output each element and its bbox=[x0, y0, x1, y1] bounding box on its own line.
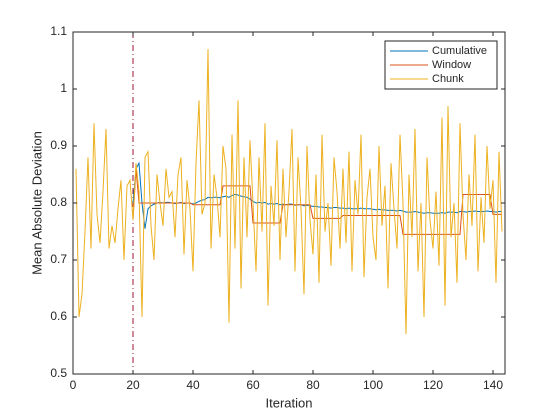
x-tick-label: 20 bbox=[126, 378, 140, 392]
y-tick-label: 0.5 bbox=[50, 366, 67, 380]
y-axis-label: Mean Absolute Deviation bbox=[29, 131, 44, 275]
x-tick-label: 100 bbox=[363, 378, 383, 392]
x-tick-label: 0 bbox=[70, 378, 77, 392]
series-line bbox=[75, 49, 503, 335]
y-tick-label: 1.1 bbox=[50, 24, 67, 38]
legend-label: Cumulative bbox=[432, 45, 487, 57]
x-tick-label: 60 bbox=[246, 378, 260, 392]
legend-box bbox=[384, 40, 498, 90]
y-tick-label: 0.9 bbox=[50, 138, 67, 152]
y-tick-label: 0.7 bbox=[50, 252, 67, 266]
x-tick-label: 140 bbox=[483, 378, 503, 392]
legend-label: Window bbox=[432, 59, 471, 71]
x-axis-label: Iteration bbox=[266, 395, 313, 410]
plot-layer bbox=[75, 32, 503, 374]
x-tick-label: 80 bbox=[306, 378, 320, 392]
y-tick-label: 0.6 bbox=[50, 309, 67, 323]
y-tick-label: 1 bbox=[60, 81, 67, 95]
y-tick-label: 0.8 bbox=[50, 195, 67, 209]
legend-label: Chunk bbox=[432, 73, 464, 85]
x-tick-label: 120 bbox=[423, 378, 443, 392]
x-tick-label: 40 bbox=[186, 378, 200, 392]
